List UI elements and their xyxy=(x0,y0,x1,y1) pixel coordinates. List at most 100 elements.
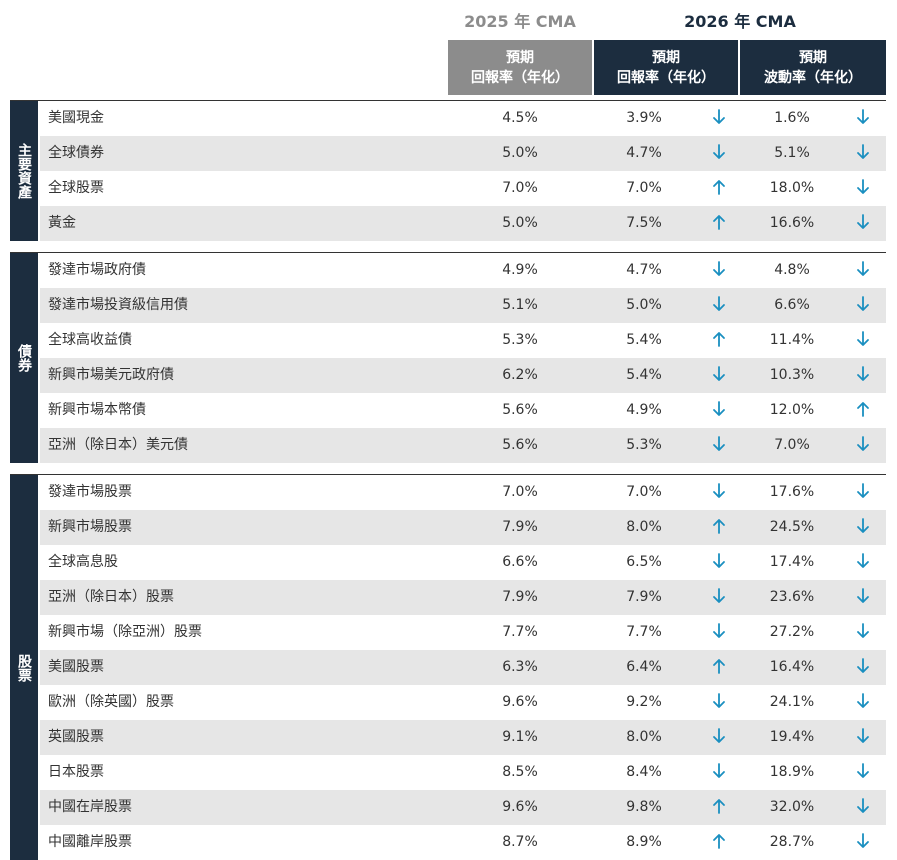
arrow-down xyxy=(857,436,869,451)
volatility-2026: 10.3% xyxy=(769,367,815,383)
arrow-down xyxy=(713,144,725,159)
return-2026: 5.0% xyxy=(626,297,662,313)
arrow-down xyxy=(857,728,869,743)
return-2025: 7.0% xyxy=(502,484,538,500)
volatility-2026: 19.4% xyxy=(769,729,815,745)
arrow-up xyxy=(713,799,725,814)
volatility-2026: 23.6% xyxy=(769,589,815,605)
arrow-up xyxy=(857,402,869,417)
asset-name: 日本股票 xyxy=(48,764,104,780)
volatility-2026: 11.4% xyxy=(769,332,815,348)
arrow-down xyxy=(857,179,869,194)
return-2025: 8.5% xyxy=(502,764,538,780)
return-2026: 4.9% xyxy=(626,402,662,418)
asset-name: 亞洲（除日本）股票 xyxy=(48,589,174,605)
arrow-down xyxy=(857,144,869,159)
volatility-2026: 18.9% xyxy=(769,764,815,780)
asset-name: 新興市場美元政府債 xyxy=(48,367,174,383)
row-shade xyxy=(40,720,886,755)
row-shade xyxy=(40,136,886,171)
asset-name: 美國現金 xyxy=(48,110,104,126)
arrow-up xyxy=(713,332,725,347)
row-shade xyxy=(40,288,886,323)
return-2026: 4.7% xyxy=(626,262,662,278)
group-rule xyxy=(10,474,886,475)
arrow-down xyxy=(857,658,869,673)
group-label: 股票 xyxy=(10,475,38,860)
arrow-down xyxy=(713,109,725,124)
arrow-down xyxy=(713,588,725,603)
return-2026: 3.9% xyxy=(626,110,662,126)
volatility-2026: 1.6% xyxy=(774,110,810,126)
asset-name: 全球高收益債 xyxy=(48,332,132,348)
return-2026: 7.0% xyxy=(626,484,662,500)
arrow-down xyxy=(857,331,869,346)
arrow-up xyxy=(713,180,725,195)
volatility-2026: 16.6% xyxy=(769,215,815,231)
volatility-2026: 6.6% xyxy=(774,297,810,313)
return-2025: 9.1% xyxy=(502,729,538,745)
arrow-up xyxy=(713,215,725,230)
arrow-down xyxy=(857,798,869,813)
volatility-2026: 18.0% xyxy=(769,180,815,196)
arrow-up xyxy=(713,659,725,674)
arrow-down xyxy=(857,588,869,603)
row-shade xyxy=(40,428,886,463)
arrow-down xyxy=(713,623,725,638)
column-header-line: 回報率（年化） xyxy=(617,69,715,86)
arrow-down xyxy=(713,261,725,276)
asset-name: 全球高息股 xyxy=(48,554,118,570)
arrow-down xyxy=(857,366,869,381)
arrow-down xyxy=(857,553,869,568)
return-2025: 5.0% xyxy=(502,145,538,161)
asset-name: 歐洲（除英國）股票 xyxy=(48,694,174,710)
arrow-down xyxy=(713,483,725,498)
arrow-down xyxy=(857,623,869,638)
return-2026: 6.5% xyxy=(626,554,662,570)
arrow-down xyxy=(857,109,869,124)
column-header-line: 預期 xyxy=(506,49,534,66)
header-2025: 2025 年 CMA xyxy=(464,12,576,31)
group-label: 債券 xyxy=(10,253,38,463)
column-header: 預期 回報率（年化） xyxy=(448,40,592,95)
column-header-line: 預期 xyxy=(652,49,680,66)
asset-name: 全球股票 xyxy=(48,180,104,196)
group-label-text: 股票 xyxy=(16,653,32,682)
column-header-line: 波動率（年化） xyxy=(764,69,862,86)
asset-name: 全球債券 xyxy=(48,145,104,161)
return-2025: 9.6% xyxy=(502,799,538,815)
return-2026: 4.7% xyxy=(626,145,662,161)
volatility-2026: 28.7% xyxy=(769,834,815,850)
arrow-down xyxy=(713,436,725,451)
arrow-up xyxy=(713,519,725,534)
row-shade xyxy=(40,510,886,545)
return-2026: 6.4% xyxy=(626,659,662,675)
volatility-2026: 16.4% xyxy=(769,659,815,675)
return-2026: 7.7% xyxy=(626,624,662,640)
return-2025: 8.7% xyxy=(502,834,538,850)
row-shade xyxy=(40,580,886,615)
volatility-2026: 17.6% xyxy=(769,484,815,500)
asset-name: 黃金 xyxy=(48,215,76,231)
return-2025: 6.6% xyxy=(502,554,538,570)
row-shade xyxy=(40,206,886,241)
return-2025: 4.5% xyxy=(502,110,538,126)
volatility-2026: 12.0% xyxy=(769,402,815,418)
arrow-down xyxy=(857,483,869,498)
asset-name: 發達市場投資級信用債 xyxy=(48,297,188,313)
group-label-text: 主要資產 xyxy=(16,143,32,199)
return-2026: 9.2% xyxy=(626,694,662,710)
asset-name: 美國股票 xyxy=(48,659,104,675)
return-2026: 7.9% xyxy=(626,589,662,605)
return-2026: 7.0% xyxy=(626,180,662,196)
row-shade xyxy=(40,650,886,685)
return-2025: 6.3% xyxy=(502,659,538,675)
arrow-up xyxy=(713,834,725,849)
arrow-down xyxy=(857,763,869,778)
return-2025: 7.0% xyxy=(502,180,538,196)
column-header: 預期 波動率（年化） xyxy=(740,40,886,95)
arrow-down xyxy=(713,366,725,381)
group-rule xyxy=(10,100,886,101)
return-2026: 9.8% xyxy=(626,799,662,815)
